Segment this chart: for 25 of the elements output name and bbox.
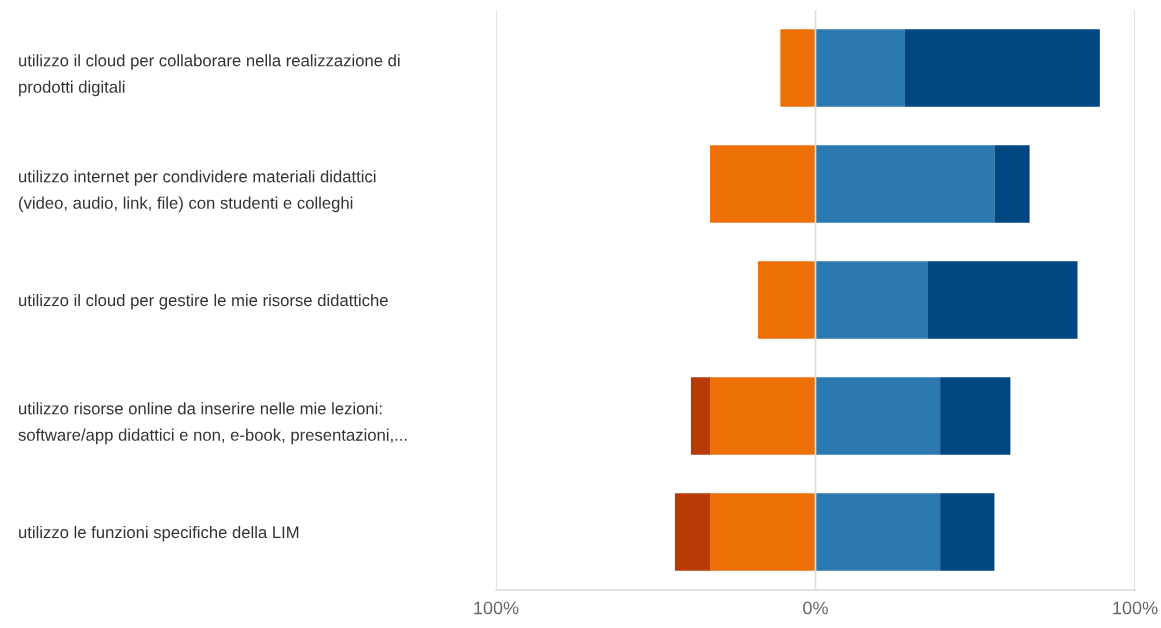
bar xyxy=(815,261,928,339)
bar xyxy=(674,493,711,571)
bar xyxy=(815,145,995,223)
y-tick-label: utilizzo internet per condividere materiali didattici (video, audio, link, file) con studenti e colleghi xyxy=(19,170,376,213)
bar xyxy=(994,145,1030,223)
bar xyxy=(710,493,816,571)
y-tick-label: utilizzo il cloud per gestire le mie risorse didattiche xyxy=(19,293,388,310)
bar xyxy=(757,261,816,339)
bar xyxy=(904,29,1100,107)
bar xyxy=(710,145,816,223)
x-tick-label: 100% xyxy=(474,601,519,615)
x-tick-label: 0% xyxy=(803,601,828,615)
bar xyxy=(690,377,711,455)
x-tick-label: 100% xyxy=(1113,601,1158,615)
y-tick-label: utilizzo il cloud per collaborare nella realizzazione di prodotti digitali xyxy=(19,54,400,97)
bar xyxy=(815,493,941,571)
bar xyxy=(815,29,905,107)
bar xyxy=(710,377,816,455)
y-tick-label: utilizzo le funzioni specifiche della LIM xyxy=(19,525,299,542)
bar xyxy=(815,377,941,455)
bar xyxy=(940,377,1011,455)
bar xyxy=(927,261,1078,339)
bar xyxy=(940,493,995,571)
bar xyxy=(780,29,816,107)
y-tick-label: utilizzo risorse online da inserire nelle mie lezioni: software/app didattici e non, e-book, presentazioni,... xyxy=(18,402,407,445)
